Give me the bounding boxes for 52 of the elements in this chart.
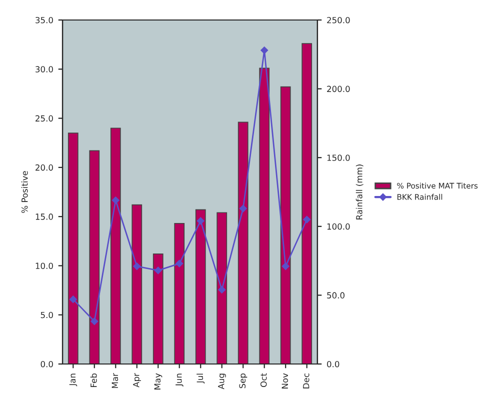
point	[133, 262, 141, 270]
y-tick-label: 20.0	[36, 164, 53, 171]
bar	[216, 212, 228, 364]
bar	[259, 68, 270, 364]
point	[282, 262, 290, 270]
y2-tick-label: 250.0	[327, 16, 350, 24]
x-tick-label: Jun	[176, 374, 184, 386]
y-tick-label: 5.0	[40, 312, 53, 318]
x-tick-label: May	[154, 373, 162, 390]
point	[154, 266, 162, 274]
y-axis-title: % Positive	[21, 171, 28, 213]
y-tick-label: 15.0	[36, 214, 53, 220]
point	[239, 204, 247, 212]
bar	[68, 132, 78, 364]
point	[196, 217, 204, 225]
y2-tick-label: 0.0	[327, 360, 340, 368]
y2-tick-label: 150.0	[327, 154, 350, 161]
x-tick-label: Aug	[218, 374, 226, 390]
bar	[195, 209, 206, 364]
x-tick-label: Mar	[112, 373, 118, 388]
point	[176, 260, 184, 268]
x-tick-label: Oct	[260, 373, 267, 387]
x-tick-label: Nov	[282, 373, 288, 388]
bar	[110, 128, 121, 364]
y2-tick-label: 100.0	[327, 223, 350, 230]
bar	[132, 204, 142, 364]
point	[90, 318, 98, 325]
x-tick-label: Sep	[239, 373, 248, 388]
y2-tick-label: 200.0	[327, 86, 350, 92]
y-tick-label: 30.0	[36, 66, 53, 72]
y2-tick-label: 50.0	[327, 292, 344, 298]
bar	[152, 254, 164, 364]
x-tick-label: Apr	[133, 373, 141, 388]
y2-axis-title: Rainfall (mm)	[356, 164, 364, 220]
x-tick-label: Dec	[303, 374, 310, 388]
bar	[238, 122, 248, 364]
x-tick-label: Feb	[90, 373, 97, 387]
y-tick-label: 0.0	[40, 360, 53, 368]
x-tick-label: Jan	[69, 374, 78, 386]
point	[303, 216, 310, 224]
x-tick-label: Jul	[196, 374, 205, 384]
point	[70, 296, 77, 303]
y-tick-label: 35.0	[36, 16, 53, 24]
y-tick-label: 10.0	[36, 262, 53, 269]
bar	[280, 86, 291, 364]
point	[260, 46, 268, 54]
point	[112, 196, 120, 204]
point	[218, 286, 226, 294]
bar	[302, 43, 312, 364]
y-tick-label: 25.0	[36, 115, 53, 122]
bar	[89, 150, 100, 364]
bar	[174, 223, 185, 364]
